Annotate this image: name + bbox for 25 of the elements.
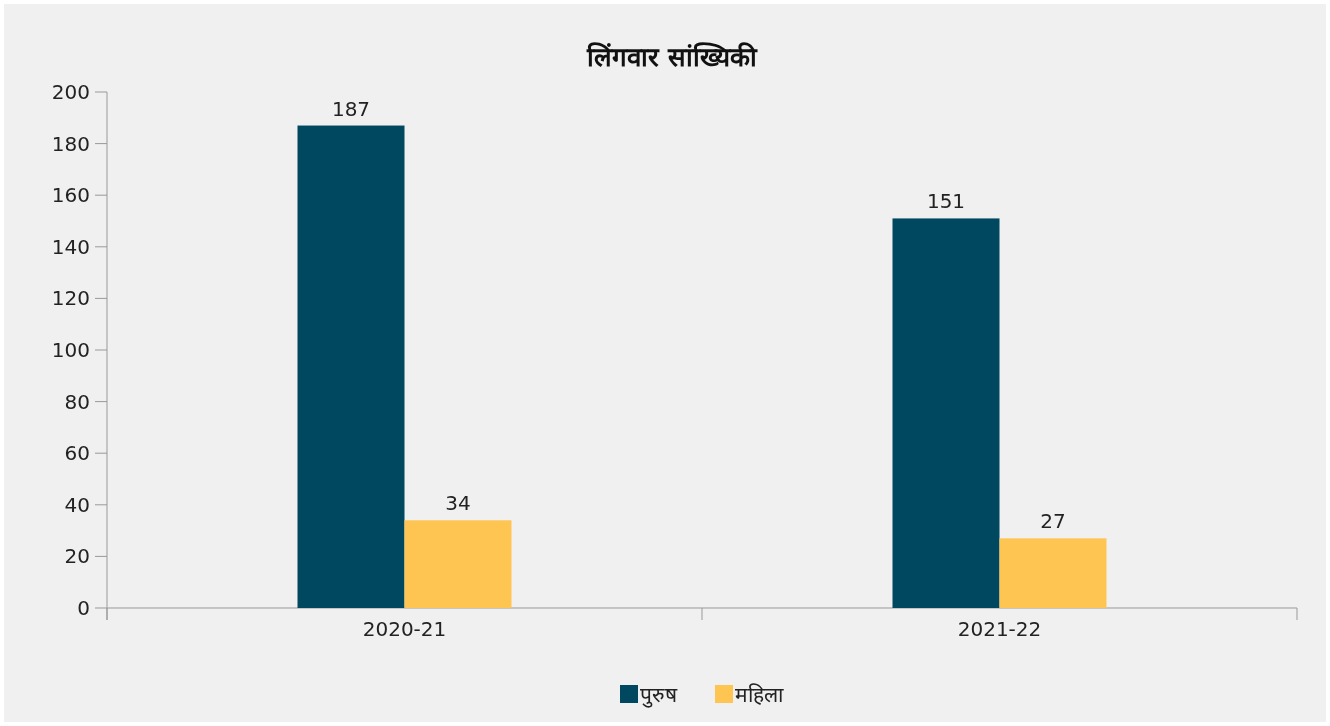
y-tick-label: 160: [51, 183, 90, 208]
y-tick-label: 120: [51, 286, 90, 311]
chart-title: लिंगवार सांख्यिकी: [585, 42, 759, 72]
legend-label: महिला: [735, 683, 784, 707]
y-tick-label: 180: [51, 131, 90, 156]
y-tick-label: 60: [64, 441, 90, 466]
y-tick-label: 80: [64, 389, 90, 414]
data-label: 34: [445, 491, 471, 516]
data-label: 187: [331, 96, 371, 121]
y-tick-label: 0: [77, 596, 90, 620]
y-tick-label: 40: [64, 492, 90, 517]
y-tick-label: 140: [51, 234, 90, 259]
legend-label: पुरुष: [640, 683, 678, 708]
x-tick-label: 2021-22: [957, 617, 1042, 641]
bar: [892, 218, 1000, 608]
y-tick-label: 20: [64, 544, 90, 569]
y-tick-label: 100: [51, 338, 90, 362]
महिला: 34 27: [404, 491, 1107, 608]
x-tick-label: 2020-21: [362, 617, 447, 641]
bar: [404, 520, 512, 608]
data-label: 151: [926, 189, 966, 214]
data-label: 27: [1040, 509, 1066, 534]
bar: [999, 538, 1107, 608]
y-tick-label: 200: [51, 80, 90, 104]
bar: [297, 125, 405, 608]
